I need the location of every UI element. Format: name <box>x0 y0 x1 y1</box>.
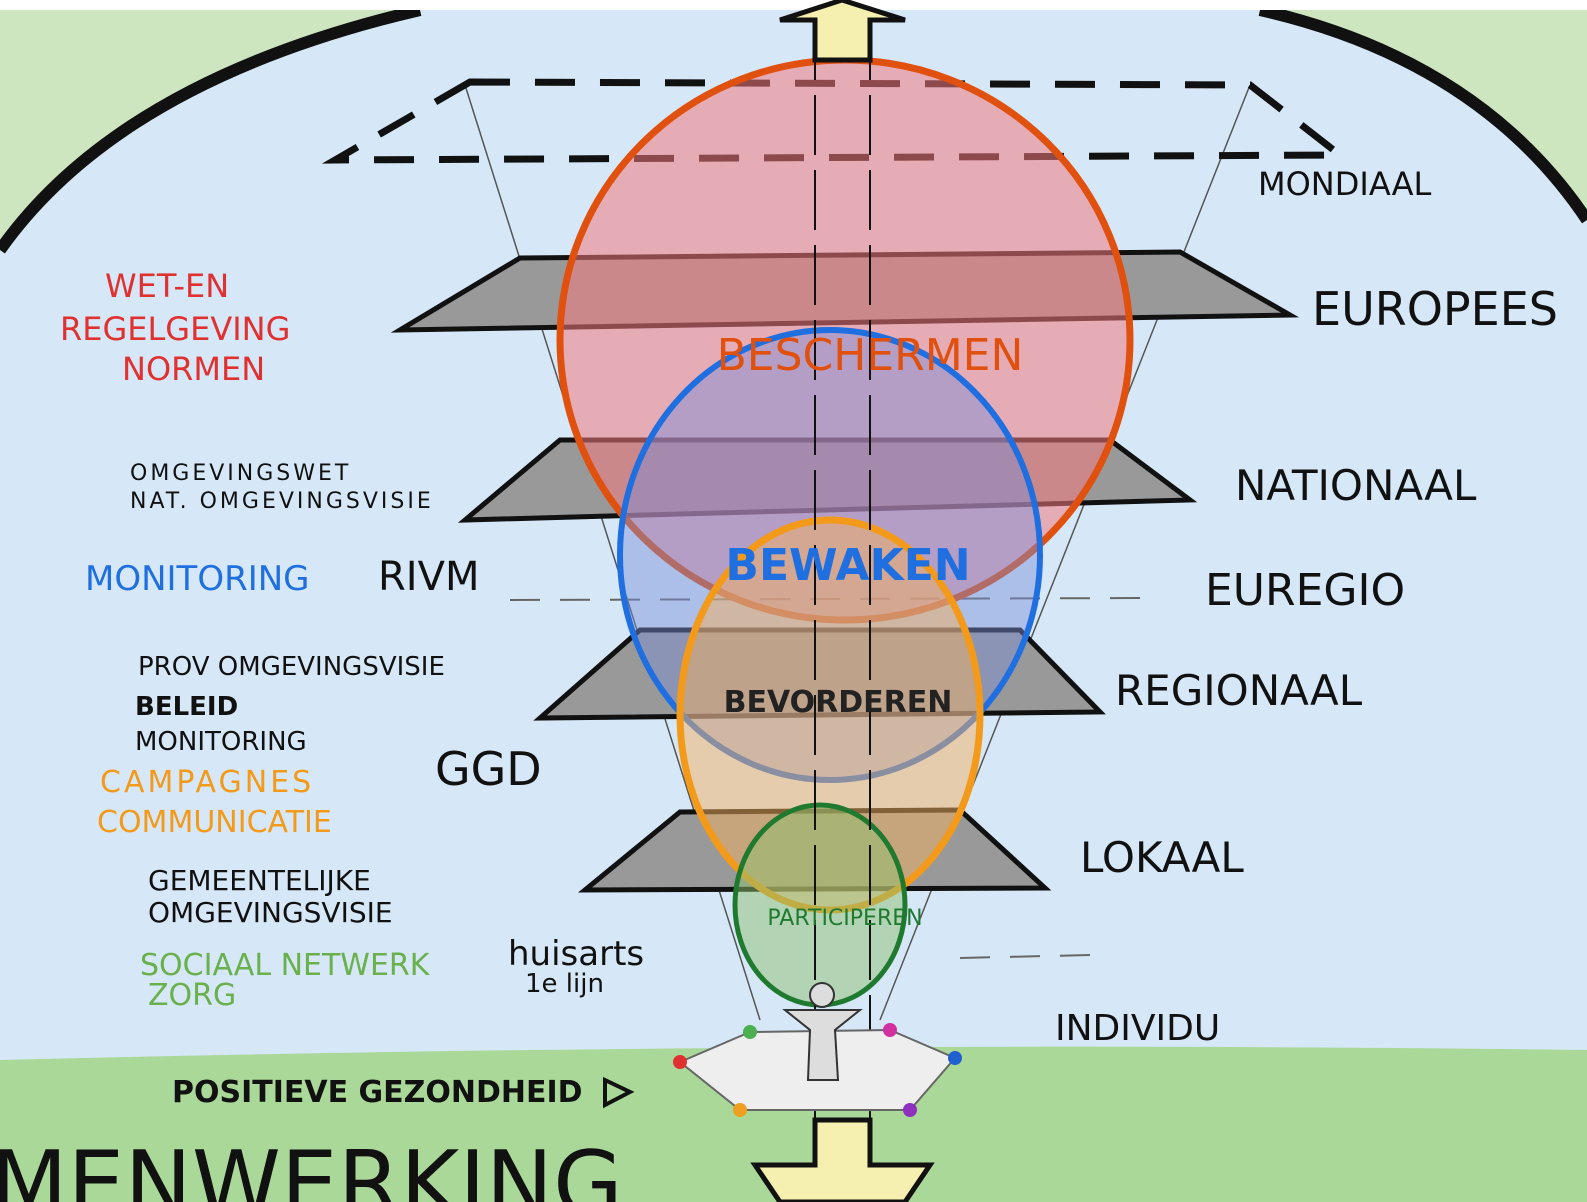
samenwerking: MENWERKING <box>0 1132 623 1202</box>
left-label: NORMEN <box>122 350 265 388</box>
positieve-gezondheid: POSITIEVE GEZONDHEID <box>172 1075 583 1110</box>
level-label: LOKAAL <box>1080 833 1244 882</box>
left-label: GGD <box>435 742 542 796</box>
circle-participeren <box>735 805 905 1005</box>
left-label: MONITORING <box>135 727 307 757</box>
left-label: MONITORING <box>85 559 310 599</box>
left-label: ZORG <box>148 978 236 1013</box>
level-label: EUROPEES <box>1312 282 1558 336</box>
diagram: MONDIAAL EUROPEES NATIONAAL EUREGIO REGI… <box>0 0 1587 1202</box>
left-label: COMMUNICATIE <box>97 805 332 840</box>
role-label: BEVORDEREN <box>724 685 953 720</box>
dot <box>673 1055 687 1069</box>
level-label: NATIONAAL <box>1235 461 1477 510</box>
dot <box>883 1023 897 1037</box>
person-head <box>810 983 834 1007</box>
left-label: GEMEENTELIJKE <box>148 864 371 897</box>
left-label: CAMPAGNES <box>100 765 314 800</box>
level-label: REGIONAAL <box>1115 666 1363 715</box>
level-label: INDIVIDU <box>1055 1008 1220 1049</box>
left-label: OMGEVINGSVISIE <box>148 896 393 929</box>
left-label: BELEID <box>135 692 238 722</box>
left-label: NAT. OMGEVINGSVISIE <box>130 489 434 514</box>
role-label: PARTICIPEREN <box>767 906 922 931</box>
left-label: RIVM <box>378 554 479 600</box>
dot <box>733 1103 747 1117</box>
level-label: MONDIAAL <box>1258 165 1431 203</box>
left-label: huisarts <box>508 934 644 974</box>
left-label: PROV OMGEVINGSVISIE <box>138 652 445 682</box>
role-label: BEWAKEN <box>725 540 970 591</box>
level-label: EUREGIO <box>1205 565 1405 616</box>
left-label: 1e lijn <box>525 969 604 999</box>
dot <box>903 1103 917 1117</box>
role-label: BESCHERMEN <box>717 330 1024 381</box>
dot <box>743 1025 757 1039</box>
left-label: OMGEVINGSWET <box>130 461 351 486</box>
dot <box>948 1051 962 1065</box>
top-edge <box>0 0 1587 10</box>
left-label: WET-EN <box>105 267 229 305</box>
left-label: REGELGEVING <box>60 310 290 348</box>
